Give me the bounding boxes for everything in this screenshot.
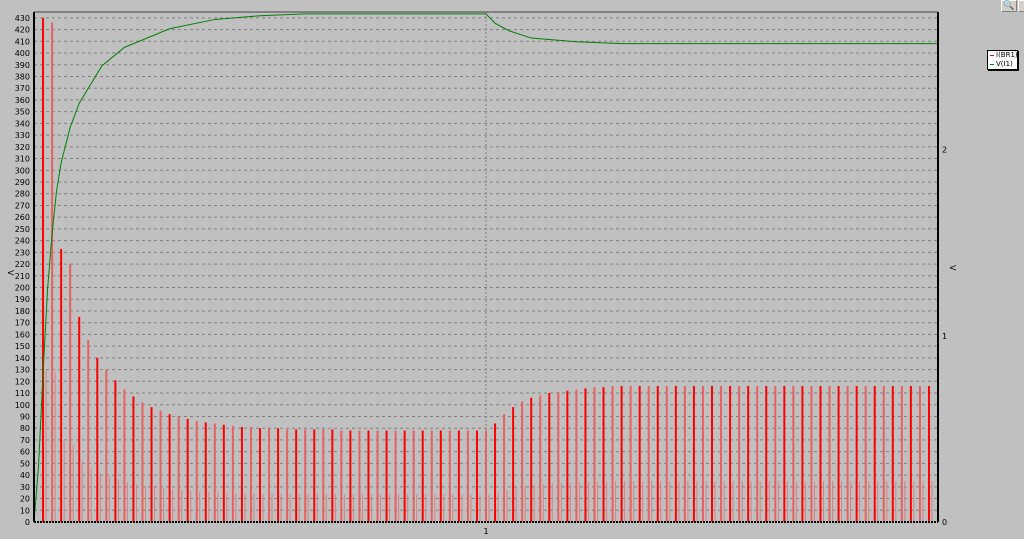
- magnifier-icon: 🔍: [1003, 1, 1015, 11]
- y-right-tick-label: 0: [942, 518, 947, 527]
- y-left-tick-label: 320: [15, 143, 30, 152]
- y-left-tick-label: 380: [15, 72, 30, 81]
- y-left-tick-label: 220: [15, 260, 30, 269]
- y-left-label: V: [6, 270, 15, 276]
- y-left-tick-label: 60: [20, 448, 30, 457]
- y-left-tick-label: 310: [15, 155, 30, 164]
- y-left-tick-label: 230: [15, 248, 30, 257]
- y-left-tick-label: 280: [15, 190, 30, 199]
- y-left-tick-label: 430: [15, 14, 30, 23]
- legend-item-vi1: V(I1): [990, 60, 1017, 69]
- legend-label: V(I1): [996, 60, 1013, 68]
- y-left-tick-label: 160: [15, 330, 30, 339]
- y-left-tick-label: 140: [15, 354, 30, 363]
- y-left-tick-label: 200: [15, 284, 30, 293]
- y-left-tick-label: 90: [20, 412, 30, 421]
- y-left-tick-label: 400: [15, 49, 30, 58]
- y-left-tick-label: 270: [15, 201, 30, 210]
- legend-label: I(BR1): [996, 51, 1018, 59]
- x-tick-label: 1: [483, 527, 488, 536]
- toolbar-button[interactable]: [1018, 0, 1024, 12]
- y-left-tick-label: 0: [25, 518, 30, 527]
- axes: 0102030405060708090100110120130140150160…: [15, 11, 947, 536]
- y-left-tick-label: 420: [15, 26, 30, 35]
- y-left-tick-label: 130: [15, 366, 30, 375]
- y-left-tick-label: 150: [15, 342, 30, 351]
- y-left-tick-label: 180: [15, 307, 30, 316]
- legend: I(BR1) V(I1): [987, 50, 1018, 70]
- y-left-tick-label: 20: [20, 495, 30, 504]
- y-left-tick-label: 350: [15, 108, 30, 117]
- y-right-tick-label: 1: [942, 332, 947, 341]
- y-left-tick-label: 370: [15, 84, 30, 93]
- y-left-tick-label: 110: [15, 389, 30, 398]
- y-left-tick-label: 300: [15, 166, 30, 175]
- y-right-label: V: [948, 265, 957, 271]
- y-left-tick-label: 410: [15, 37, 30, 46]
- y-left-tick-label: 240: [15, 237, 30, 246]
- y-left-tick-label: 290: [15, 178, 30, 187]
- y-left-tick-label: 260: [15, 213, 30, 222]
- y-left-tick-label: 10: [20, 506, 30, 515]
- y-left-tick-label: 170: [15, 319, 30, 328]
- y-left-tick-label: 50: [20, 459, 30, 468]
- y-left-tick-label: 250: [15, 225, 30, 234]
- grid: [34, 12, 938, 522]
- y-right-tick-label: 2: [942, 146, 947, 155]
- y-left-tick-label: 330: [15, 131, 30, 140]
- y-left-tick-label: 210: [15, 272, 30, 281]
- y-left-tick-label: 80: [20, 424, 30, 433]
- legend-item-ibr1: I(BR1): [990, 51, 1018, 60]
- y-left-tick-label: 360: [15, 96, 30, 105]
- series-vi1-line: [33, 13, 938, 523]
- series-ibr1: [42, 17, 933, 522]
- y-left-tick-label: 40: [20, 471, 30, 480]
- y-left-tick-label: 70: [20, 436, 30, 445]
- y-left-tick-label: 120: [15, 377, 30, 386]
- y-left-tick-label: 340: [15, 119, 30, 128]
- y-left-tick-label: 100: [15, 401, 30, 410]
- zoom-button[interactable]: 🔍: [1001, 0, 1017, 12]
- y-left-tick-label: 390: [15, 61, 30, 70]
- y-left-tick-label: 190: [15, 295, 30, 304]
- y-left-tick-label: 30: [20, 483, 30, 492]
